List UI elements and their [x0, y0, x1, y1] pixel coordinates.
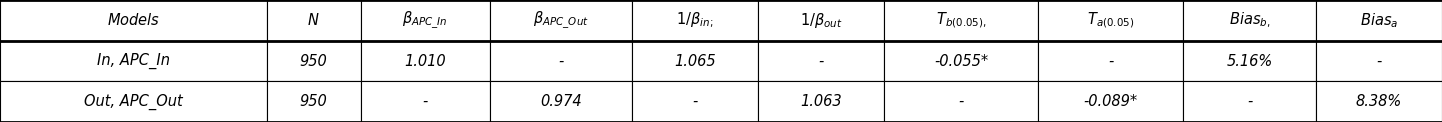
Bar	[490, 0, 632, 41]
Text: -0.055*: -0.055*	[934, 54, 988, 68]
Text: -: -	[558, 54, 564, 68]
Bar	[1038, 0, 1184, 41]
Text: $\mathbf{\it{\beta}}$$\mathbf{\it{_{APC\_Out}}}$: $\mathbf{\it{\beta}}$$\mathbf{\it{_{APC\…	[534, 10, 588, 31]
Bar	[490, 81, 632, 122]
Bar	[1184, 81, 1317, 122]
Text: 1.010: 1.010	[404, 54, 446, 68]
Bar	[0, 81, 267, 122]
Text: $\mathbf{\it{1/\beta}}$$\mathbf{\it{_{out}}}$: $\mathbf{\it{1/\beta}}$$\mathbf{\it{_{ou…	[800, 11, 842, 30]
Text: $\mathbf{\it{Models}}$: $\mathbf{\it{Models}}$	[107, 12, 160, 28]
Text: -: -	[423, 94, 428, 109]
Text: $\mathbf{\it{N}}$: $\mathbf{\it{N}}$	[307, 12, 320, 28]
Text: -: -	[1376, 54, 1381, 68]
Text: -: -	[959, 94, 963, 109]
Bar	[267, 81, 360, 122]
Text: -: -	[1247, 94, 1252, 109]
Bar	[1317, 81, 1442, 122]
Bar	[1184, 0, 1317, 41]
Text: $\mathbf{\it{Bias}}$$\mathbf{\it{_{b,}}}$: $\mathbf{\it{Bias}}$$\mathbf{\it{_{b,}}}…	[1229, 11, 1270, 30]
Text: $\mathbf{\it{1/\beta}}$$\mathbf{\it{_{in;}}}$: $\mathbf{\it{1/\beta}}$$\mathbf{\it{_{in…	[676, 11, 714, 30]
Text: -0.089*: -0.089*	[1083, 94, 1138, 109]
Bar	[632, 81, 758, 122]
Bar	[360, 81, 490, 122]
Bar	[360, 0, 490, 41]
Text: -: -	[819, 54, 823, 68]
Text: Out, APC_Out: Out, APC_Out	[84, 94, 183, 110]
Bar	[632, 41, 758, 81]
Text: 950: 950	[300, 54, 327, 68]
Bar	[884, 81, 1038, 122]
Text: -: -	[1107, 54, 1113, 68]
Bar	[884, 41, 1038, 81]
Bar	[1038, 81, 1184, 122]
Bar	[0, 0, 267, 41]
Bar	[884, 0, 1038, 41]
Text: 1.065: 1.065	[675, 54, 715, 68]
Bar	[267, 41, 360, 81]
Text: $\mathbf{\it{T}}$$\mathbf{\it{_{b(0.05),}}}$: $\mathbf{\it{T}}$$\mathbf{\it{_{b(0.05),…	[936, 10, 986, 30]
Bar	[1317, 41, 1442, 81]
Text: $\mathbf{\it{T}}$$\mathbf{\it{_{a(0.05)}}}$: $\mathbf{\it{T}}$$\mathbf{\it{_{a(0.05)}…	[1087, 10, 1135, 30]
Bar	[267, 0, 360, 41]
Text: 5.16%: 5.16%	[1227, 54, 1273, 68]
Text: $\mathbf{\it{Bias}}$$\mathbf{\it{_{a}}}$: $\mathbf{\it{Bias}}$$\mathbf{\it{_{a}}}$	[1360, 11, 1399, 30]
Text: $\mathbf{\it{\beta}}$$\mathbf{\it{_{APC\_In}}}$: $\mathbf{\it{\beta}}$$\mathbf{\it{_{APC\…	[402, 10, 448, 31]
Bar	[360, 41, 490, 81]
Bar	[1317, 0, 1442, 41]
Bar	[1184, 41, 1317, 81]
Text: -: -	[692, 94, 698, 109]
Text: 1.063: 1.063	[800, 94, 842, 109]
Text: 0.974: 0.974	[541, 94, 581, 109]
Text: In, APC_In: In, APC_In	[97, 53, 170, 69]
Bar	[758, 0, 884, 41]
Bar	[490, 41, 632, 81]
Bar	[0, 41, 267, 81]
Text: 950: 950	[300, 94, 327, 109]
Bar	[758, 41, 884, 81]
Bar	[632, 0, 758, 41]
Bar	[758, 81, 884, 122]
Text: 8.38%: 8.38%	[1355, 94, 1402, 109]
Bar	[1038, 41, 1184, 81]
